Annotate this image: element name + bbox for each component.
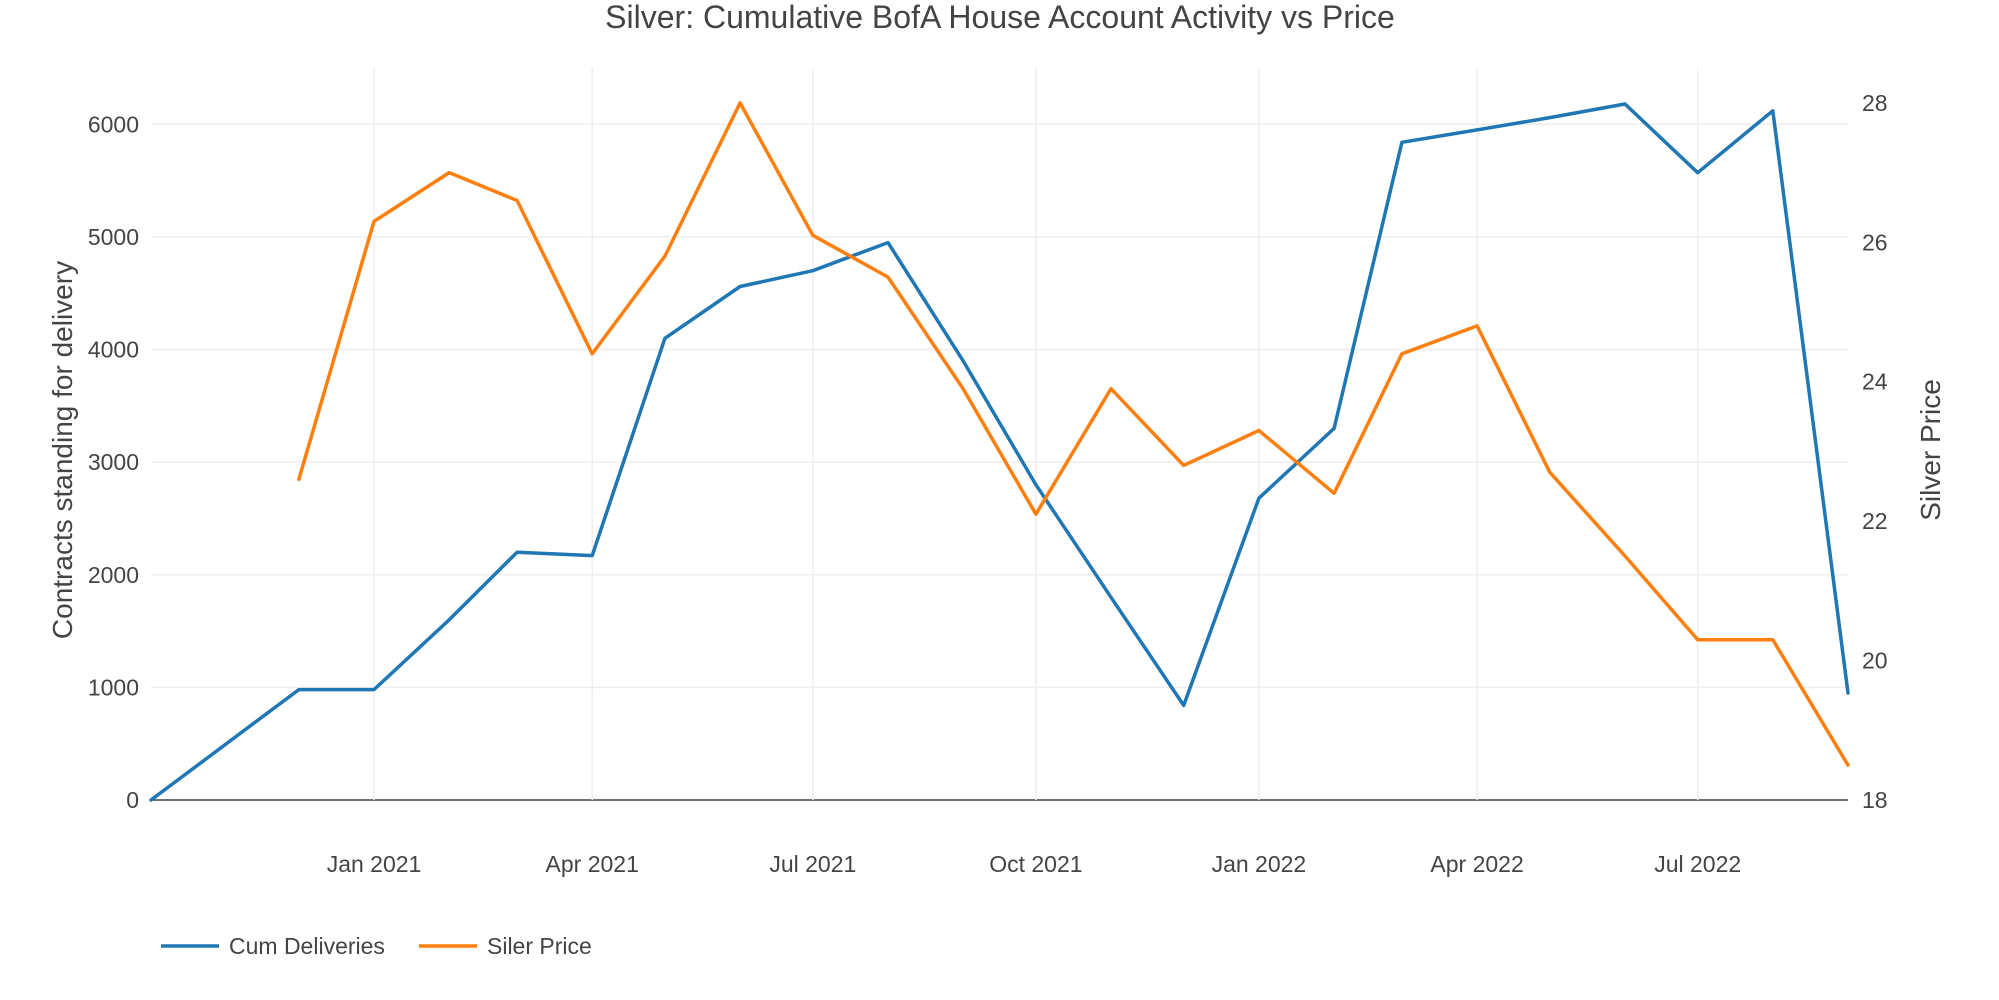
- y-axis-ticks: 0 1000 2000 3000 4000 5000 6000: [88, 111, 139, 813]
- y-tick-label: 0: [126, 787, 139, 813]
- legend-item-label: Siler Price: [487, 933, 592, 959]
- x-tick-label: Apr 2021: [546, 851, 639, 877]
- y-tick-label: 5000: [88, 224, 139, 250]
- x-tick-label: Oct 2021: [989, 851, 1082, 877]
- y2-tick-label: 24: [1862, 369, 1888, 395]
- series-line-1: [149, 102, 1850, 802]
- x-tick-label: Jan 2022: [1212, 851, 1307, 877]
- y-tick-label: 4000: [88, 337, 139, 363]
- y-axis-title: Contracts standing for delivery: [47, 261, 78, 639]
- y-tick-label: 1000: [88, 674, 139, 700]
- y2-tick-label: 28: [1862, 90, 1888, 116]
- legend: Cum Deliveries Siler Price: [161, 933, 592, 959]
- y2-tick-label: 20: [1862, 648, 1888, 674]
- x-tick-label: Jan 2021: [327, 851, 422, 877]
- y2-axis-ticks: 18 20 22 24 26 28: [1862, 90, 1888, 813]
- grid: [151, 68, 1848, 801]
- x-tick-label: Jul 2022: [1654, 851, 1741, 877]
- x-tick-label: Jul 2021: [769, 851, 856, 877]
- series-lines: [149, 101, 1850, 802]
- y2-tick-label: 26: [1862, 229, 1888, 255]
- x-axis-ticks: Jan 2021 Apr 2021 Jul 2021 Oct 2021 Jan 2022…: [327, 851, 1741, 877]
- y2-tick-label: 22: [1862, 508, 1888, 534]
- x-tick-label: Apr 2022: [1430, 851, 1523, 877]
- y2-tick-label: 18: [1862, 787, 1888, 813]
- legend-item-label: Cum Deliveries: [229, 933, 385, 959]
- y-tick-label: 3000: [88, 449, 139, 475]
- series-line-2: [297, 101, 1850, 767]
- chart-title: Silver: Cumulative BofA House Account Ac…: [605, 0, 1395, 35]
- y-tick-label: 2000: [88, 562, 139, 588]
- y2-axis-title: Silver Price: [1915, 379, 1946, 521]
- y-tick-label: 6000: [88, 111, 139, 137]
